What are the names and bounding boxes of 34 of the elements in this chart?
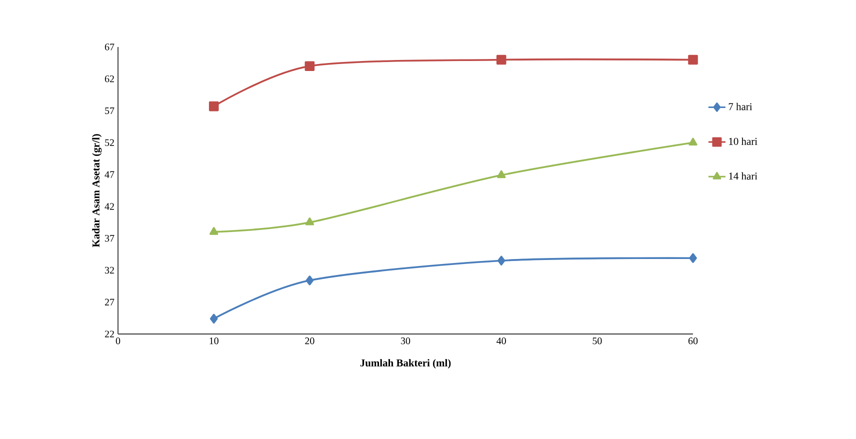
- x-axis-title: Jumlah Bakteri (ml): [360, 359, 451, 369]
- x-tick-label: 20: [305, 338, 314, 344]
- y-tick-label: 32: [105, 266, 114, 274]
- x-tick-label: 50: [592, 338, 602, 344]
- point: [496, 54, 506, 65]
- point: [688, 138, 698, 146]
- point: [497, 256, 506, 266]
- legend-label: 10 hari: [729, 138, 758, 145]
- legend-label: 7 hari: [728, 102, 752, 110]
- y-tick-label: 27: [104, 298, 114, 306]
- y-tick-label: 37: [105, 234, 114, 242]
- x-tick-label: 10: [210, 338, 218, 344]
- point: [689, 253, 697, 263]
- legend-label: 14 hari: [729, 172, 758, 180]
- y-tick-label: 57: [105, 107, 114, 114]
- point: [210, 314, 218, 324]
- x-tick-label: 60: [688, 338, 698, 344]
- y-tick-label: 47: [104, 171, 114, 178]
- x-tick-label: 30: [401, 338, 410, 344]
- point: [305, 217, 314, 226]
- y-tick-label: 52: [105, 139, 114, 146]
- point: [209, 227, 218, 235]
- point: [208, 101, 219, 112]
- x-tick-label: 40: [496, 338, 506, 344]
- y-tick-label: 62: [104, 76, 114, 82]
- y-tick-label: 22: [104, 330, 114, 338]
- y-axis-title: Kadar Asam Asetat (gr/l): [92, 134, 102, 248]
- y-tick-label: 67: [104, 44, 114, 50]
- point: [688, 54, 698, 65]
- point: [304, 61, 315, 72]
- point: [306, 276, 314, 286]
- x-tick-label: 0: [116, 338, 120, 344]
- y-tick-label: 42: [104, 203, 114, 210]
- point: [496, 170, 506, 178]
